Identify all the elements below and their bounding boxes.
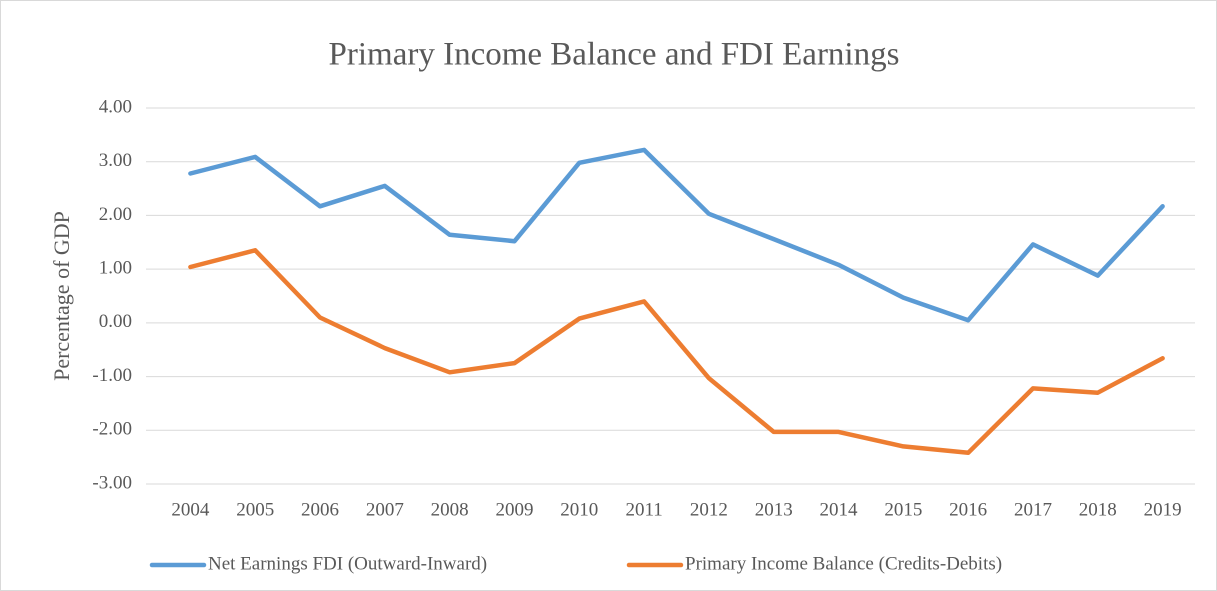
x-tick-label: 2009 <box>495 499 533 520</box>
x-tick-label: 2017 <box>1014 499 1052 520</box>
y-tick-label: 2.00 <box>99 204 132 225</box>
x-tick-label: 2005 <box>236 499 274 520</box>
x-tick-label: 2018 <box>1079 499 1117 520</box>
x-tick-label: 2007 <box>366 499 404 520</box>
x-tick-label: 2010 <box>560 499 598 520</box>
y-tick-label: -1.00 <box>92 365 132 386</box>
y-axis-title: Percentage of GDP <box>49 211 74 381</box>
x-tick-label: 2014 <box>820 499 859 520</box>
y-tick-label: 4.00 <box>99 96 132 117</box>
x-tick-label: 2013 <box>755 499 793 520</box>
x-tick-label: 2016 <box>949 499 987 520</box>
y-tick-label: 3.00 <box>99 150 132 171</box>
y-tick-label: -3.00 <box>92 472 132 493</box>
x-tick-label: 2006 <box>301 499 339 520</box>
series-line <box>188 248 1165 456</box>
x-tick-label: 2015 <box>884 499 922 520</box>
legend-label: Primary Income Balance (Credits-Debits) <box>685 553 1002 574</box>
x-tick-label: 2011 <box>625 499 662 520</box>
x-tick-label: 2012 <box>690 499 728 520</box>
x-tick-label: 2004 <box>171 499 210 520</box>
x-tick-label: 2008 <box>431 499 469 520</box>
y-tick-label: 1.00 <box>99 258 132 279</box>
y-tick-label: 0.00 <box>99 311 132 332</box>
series-line <box>188 147 1165 323</box>
x-tick-label: 2019 <box>1144 499 1182 520</box>
y-tick-label: -2.00 <box>92 419 132 440</box>
chart-title: Primary Income Balance and FDI Earnings <box>329 37 900 73</box>
legend-label: Net Earnings FDI (Outward-Inward) <box>208 553 487 574</box>
